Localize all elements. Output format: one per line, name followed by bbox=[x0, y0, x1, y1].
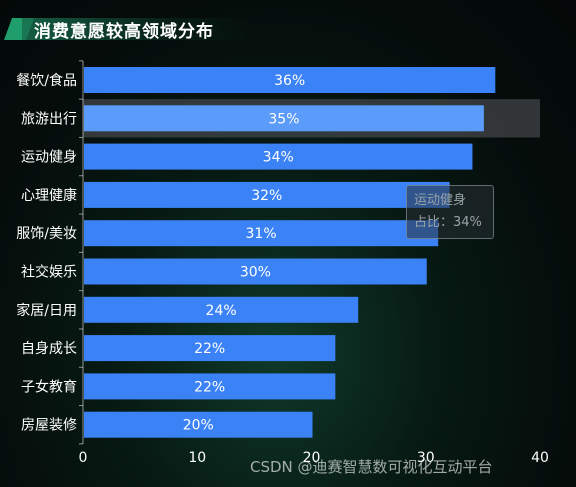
bar bbox=[84, 258, 427, 285]
category-label: 自身成长 bbox=[21, 341, 77, 357]
data-label: 22% bbox=[194, 379, 225, 395]
tooltip-category: 运动健身 bbox=[414, 193, 467, 208]
bar bbox=[84, 411, 313, 438]
category-label: 房屋装修 bbox=[21, 418, 77, 434]
category-label: 心理健康 bbox=[21, 187, 77, 204]
x-tick-label: 20 bbox=[303, 450, 321, 466]
data-label: 30% bbox=[240, 265, 271, 281]
bar bbox=[84, 181, 450, 208]
chart-title-bar: 消费意愿较高领域分布 bbox=[0, 14, 260, 48]
x-tick-label: 10 bbox=[188, 450, 206, 466]
bar bbox=[84, 105, 484, 132]
bar bbox=[84, 220, 439, 247]
tooltip-value: 占比：34% bbox=[414, 215, 482, 230]
category-label: 社交娱乐 bbox=[21, 264, 77, 281]
category-label: 旅游出行 bbox=[21, 111, 77, 127]
category-label: 运动健身 bbox=[21, 150, 77, 166]
chart-title: 消费意愿较高领域分布 bbox=[34, 22, 214, 42]
data-label: 22% bbox=[194, 341, 225, 357]
x-tick-label: 30 bbox=[417, 450, 435, 466]
chart-tooltip: 运动健身 占比：34% bbox=[406, 185, 494, 239]
data-label: 34% bbox=[263, 150, 294, 166]
watermark: CSDN @迪赛智慧数可视化互动平台 bbox=[250, 458, 493, 476]
bar bbox=[84, 296, 359, 323]
data-label: 24% bbox=[206, 303, 237, 319]
data-label: 35% bbox=[268, 111, 299, 127]
bar bbox=[84, 143, 473, 170]
data-label: 31% bbox=[246, 226, 277, 242]
data-label: 20% bbox=[183, 418, 214, 434]
title-band bbox=[22, 18, 252, 40]
data-label: 36% bbox=[274, 73, 305, 89]
data-label: 32% bbox=[251, 188, 282, 204]
category-label: 服饰/美妆 bbox=[16, 226, 77, 242]
category-label: 子女教育 bbox=[21, 378, 77, 395]
bar bbox=[84, 335, 336, 362]
x-tick-label: 0 bbox=[79, 450, 88, 466]
category-label: 餐饮/食品 bbox=[16, 72, 77, 89]
x-tick-label: 40 bbox=[531, 450, 549, 466]
bar bbox=[84, 67, 496, 93]
category-label: 家居/日用 bbox=[16, 302, 77, 319]
bar bbox=[84, 373, 336, 400]
